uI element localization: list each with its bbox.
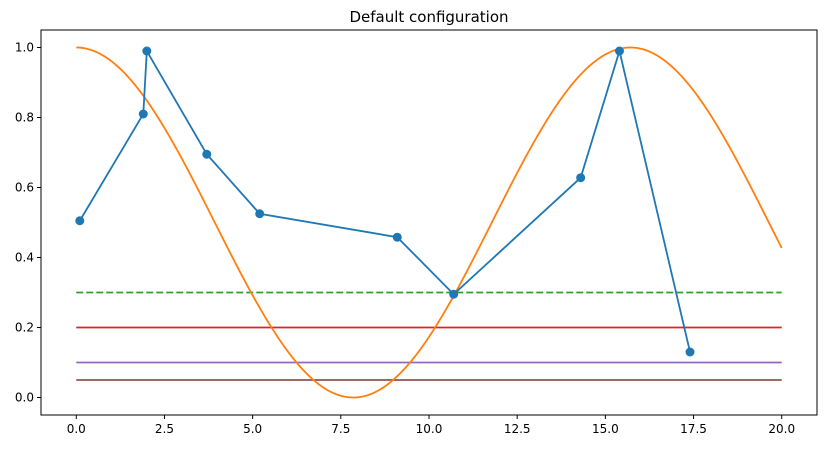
plot-area <box>75 46 783 399</box>
data-point-6 <box>449 289 459 299</box>
series-group <box>75 46 783 399</box>
y-tick-label: 1.0 <box>15 41 34 55</box>
x-tick-label: 17.5 <box>680 422 707 436</box>
data-point-0 <box>75 216 85 226</box>
y-tick-label: 0.0 <box>15 391 34 405</box>
y-tick-label: 0.4 <box>15 251 34 265</box>
x-tick-label: 7.5 <box>331 422 350 436</box>
data-point-5 <box>392 232 402 242</box>
data-point-2 <box>142 46 152 56</box>
data-point-8 <box>614 46 624 56</box>
x-tick-label: 0.0 <box>67 422 86 436</box>
x-tick-label: 10.0 <box>416 422 443 436</box>
x-tick-label: 20.0 <box>768 422 795 436</box>
y-tick-label: 0.2 <box>15 321 34 335</box>
chart-title: Default configuration <box>349 8 508 26</box>
data-point-7 <box>576 173 586 183</box>
data-point-1 <box>138 109 148 119</box>
x-tick-label: 15.0 <box>592 422 619 436</box>
y-tick-label: 0.8 <box>15 111 34 125</box>
data-point-4 <box>255 209 265 219</box>
axes: 0.0 2.5 5.0 7.5 10.0 12.5 15.0 17.5 20.0 0.0 0.2 0.… <box>15 29 818 436</box>
curve-series-1 <box>76 46 783 399</box>
y-tick-label: 0.6 <box>15 181 34 195</box>
data-point-3 <box>202 149 212 159</box>
x-tick-label: 5.0 <box>243 422 262 436</box>
line-series-0 <box>79 47 691 353</box>
x-tick-label: 12.5 <box>504 422 531 436</box>
x-tick-label: 2.5 <box>155 422 174 436</box>
data-point-9 <box>685 347 695 357</box>
